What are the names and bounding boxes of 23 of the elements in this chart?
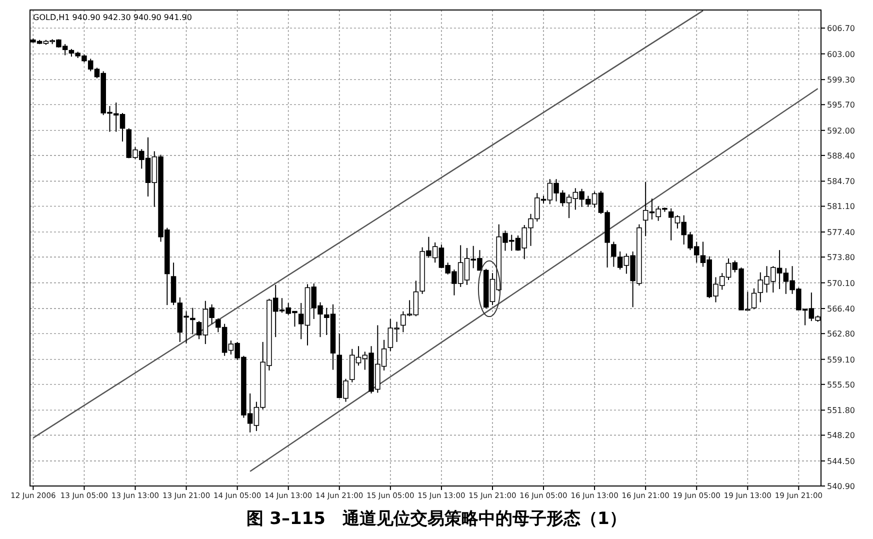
y-tick-label: 581.10: [827, 202, 855, 212]
y-tick-label: 559.10: [827, 355, 855, 364]
y-tick-label: 570.10: [827, 278, 855, 288]
y-tick-label: 551.80: [827, 406, 855, 416]
y-tick-label: 577.40: [827, 228, 855, 237]
y-tick-label: 599.30: [827, 76, 855, 85]
y-tick-label: 603.00: [827, 50, 855, 59]
annotation: GOLD,H1 940.90 942.30 940.90 941.90: [33, 13, 192, 22]
y-tick-label: 595.70: [827, 100, 855, 110]
y-tick-label: 573.80: [827, 253, 855, 262]
y-tick-label: 588.40: [827, 151, 855, 160]
y-tick-label: 548.20: [827, 431, 855, 440]
y-tick-label: 584.70: [827, 177, 855, 186]
candlestick: [190, 307, 196, 335]
candlestick: [751, 288, 757, 310]
y-tick-label: 555.50: [827, 380, 855, 390]
text: 图 3–115 通道见位交易策略中的母子形态（1）: [246, 509, 626, 529]
y-tick-label: 592.00: [827, 126, 855, 136]
y-tick-label: 606.70: [827, 24, 855, 34]
y-tick-label: 562.80: [827, 330, 855, 339]
y-tick-label: 566.40: [827, 304, 855, 314]
y-tick-label: 540.90: [827, 482, 855, 491]
y-tick-label: 544.50: [827, 456, 855, 466]
